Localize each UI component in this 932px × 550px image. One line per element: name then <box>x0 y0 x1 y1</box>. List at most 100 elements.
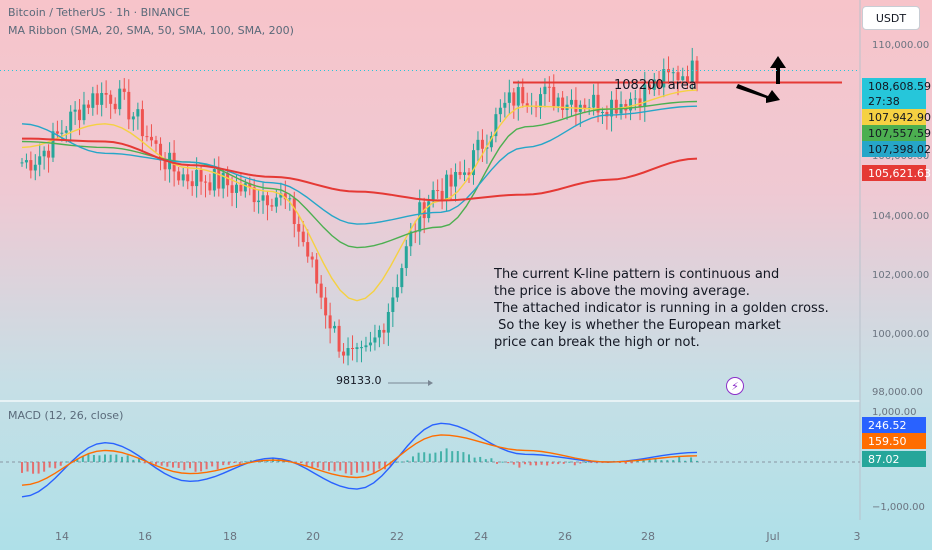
arrow-up-icon <box>770 56 786 84</box>
currency-button[interactable]: USDT <box>862 6 920 30</box>
macd-histogram-bar <box>98 455 101 462</box>
macd-histogram-bar <box>451 451 454 462</box>
macd-histogram-bar <box>551 462 554 464</box>
candle-body <box>592 94 596 108</box>
candle-body <box>64 130 68 133</box>
macd-histogram-bar <box>378 462 381 469</box>
macd-histogram-bar <box>244 461 247 463</box>
candle-body <box>136 109 140 117</box>
candle-body <box>324 297 328 316</box>
macd-tag: 246.52 <box>862 417 926 433</box>
price-tick-label: 98,000.00 <box>872 387 923 398</box>
macd-histogram-bar <box>456 451 459 462</box>
candle-body <box>29 160 33 171</box>
candle-body <box>301 231 305 243</box>
macd-histogram-bar <box>238 462 241 464</box>
candle-body <box>315 259 319 284</box>
candle-body <box>274 197 278 207</box>
macd-line <box>21 422 698 498</box>
candle-body <box>292 198 296 225</box>
macd-histogram-bar <box>166 462 169 467</box>
price-tick-label: 100,000.00 <box>872 329 930 340</box>
macd-histogram-bar <box>690 457 693 462</box>
macd-histogram-bar <box>479 456 482 462</box>
candle-body <box>480 139 484 149</box>
ma-ribbon-legend[interactable]: MA Ribbon (SMA, 20, SMA, 50, SMA, 100, S… <box>8 24 294 37</box>
macd-histogram-bar <box>81 455 84 462</box>
candle-body <box>279 193 283 198</box>
macd-histogram-bar <box>339 462 342 471</box>
macd-histogram-bar <box>590 462 593 463</box>
candle-body <box>346 348 350 356</box>
macd-histogram-bar <box>48 462 51 468</box>
macd-histogram-bar <box>512 462 515 465</box>
candle-body <box>306 242 310 257</box>
macd-histogram-bar <box>194 462 197 472</box>
candle-body <box>351 348 355 350</box>
candle-body <box>212 169 216 191</box>
macd-histogram-bar <box>573 462 576 466</box>
candle-body <box>391 297 395 312</box>
candle-body <box>69 111 73 131</box>
macd-histogram-bar <box>189 462 191 469</box>
macd-histogram-bar <box>684 460 687 462</box>
flash-icon[interactable]: ⚡ <box>726 377 744 395</box>
candle-body <box>454 171 458 187</box>
candle-body <box>319 283 323 298</box>
candle-body <box>610 99 614 117</box>
candle-body <box>265 195 269 206</box>
candle-body <box>140 109 144 137</box>
candle-body <box>368 342 372 346</box>
candle-body <box>127 91 131 120</box>
macd-histogram-bar <box>501 461 504 463</box>
time-tick-label: 20 <box>306 530 320 543</box>
candle-body <box>364 345 368 348</box>
time-tick-label: 3 <box>853 530 861 543</box>
macd-histogram-bar <box>305 462 308 466</box>
macd-histogram-bar <box>115 454 118 462</box>
macd-histogram-bar <box>177 462 180 468</box>
macd-histogram-bar <box>400 461 403 463</box>
candle-body <box>395 287 399 298</box>
candle-body <box>159 143 163 161</box>
candle-body <box>82 104 86 121</box>
macd-tag: 87.02 <box>862 451 926 467</box>
resistance-label: 108200 area <box>614 78 697 93</box>
macd-histogram-bar <box>155 462 157 465</box>
macd-histogram-bar <box>216 462 219 470</box>
macd-histogram-bar <box>26 462 29 472</box>
candle-body <box>458 171 462 175</box>
macd-legend[interactable]: MACD (12, 26, close) <box>8 409 124 422</box>
macd-histogram-bar <box>211 462 214 467</box>
macd-histogram-bar <box>562 462 565 464</box>
price-tick-label: 110,000.00 <box>872 40 930 51</box>
macd-histogram-bar <box>43 462 46 472</box>
candle-body <box>221 172 225 189</box>
macd-histogram-bar <box>507 462 510 464</box>
macd-histogram-bar <box>32 462 35 474</box>
sma100-line <box>21 105 698 225</box>
candle-body <box>445 174 449 200</box>
price-tag: 105,621.63 <box>862 165 931 181</box>
macd-histogram-bar <box>654 458 657 462</box>
symbol-title[interactable]: Bitcoin / TetherUS · 1h · BINANCE <box>8 6 190 19</box>
candle-body <box>283 193 287 200</box>
macd-histogram-bar <box>666 460 669 462</box>
candle-body <box>95 93 99 105</box>
macd-histogram-bar <box>484 459 487 462</box>
macd-histogram-bar <box>132 459 135 462</box>
macd-histogram-bar <box>412 456 414 462</box>
candle-body <box>181 174 185 181</box>
macd-histogram-bar <box>557 462 560 465</box>
candle-body <box>494 114 498 137</box>
price-tag: 107,398.02 <box>862 141 931 157</box>
candle-body <box>652 79 656 90</box>
macd-histogram-bar <box>384 462 386 470</box>
macd-histogram-bar <box>696 460 698 462</box>
macd-histogram-bar <box>678 456 681 462</box>
candle-body <box>78 109 82 121</box>
candle-body <box>386 311 390 333</box>
candle-body <box>596 94 600 113</box>
